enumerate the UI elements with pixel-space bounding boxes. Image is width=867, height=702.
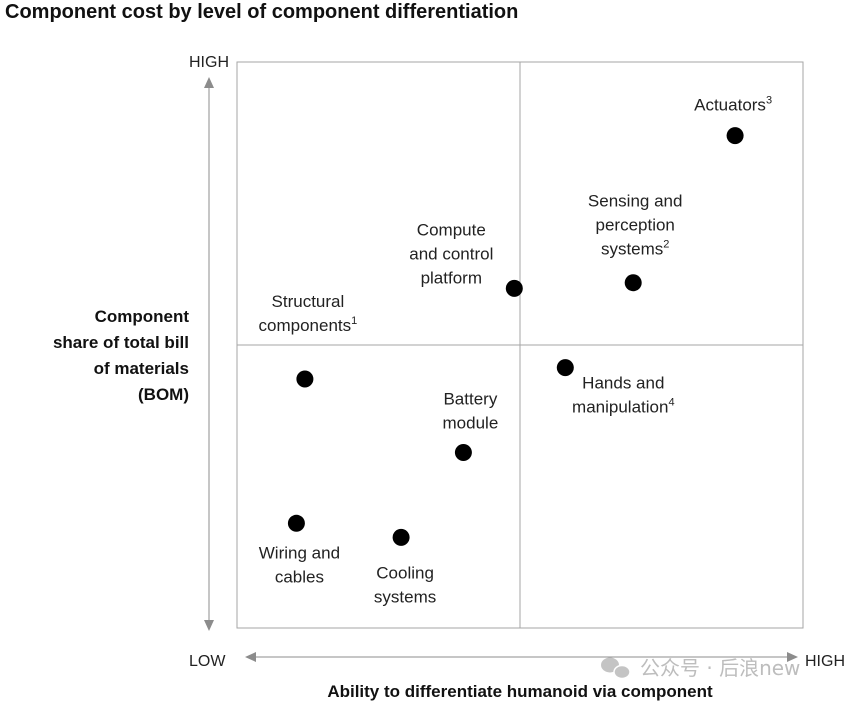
y-axis-label-line: (BOM) (138, 385, 189, 404)
y-axis-label-line: of materials (94, 359, 189, 378)
watermark: 公众号 · 后浪new (601, 656, 800, 680)
y-axis-label: Component share of total bill of materials… (53, 307, 189, 404)
point-label-line: Battery (443, 390, 497, 409)
point-label-line: Structural (272, 292, 345, 311)
point-label-line: perception (596, 216, 675, 235)
point-label-line: platform (421, 268, 482, 287)
point-label-line: and control (409, 244, 493, 263)
point-label-line: Wiring and (259, 543, 340, 562)
footnote-marker: 3 (766, 95, 772, 107)
wechat-icon (601, 657, 631, 680)
x-tick-low: LOW (189, 653, 226, 670)
data-point (624, 274, 642, 292)
point-label-line: Cooling (376, 563, 434, 582)
data-point (296, 370, 314, 388)
x-axis-arrow (245, 652, 798, 662)
point-label-line: Sensing and (588, 192, 683, 211)
data-point (726, 127, 744, 145)
x-axis-label: Ability to differentiate humanoid via co… (327, 682, 713, 701)
point-label-line: systems2 (601, 239, 669, 259)
y-axis-label-line: Component (95, 307, 190, 326)
data-point (392, 528, 410, 546)
data-point (556, 359, 574, 377)
y-axis-arrow (204, 77, 214, 631)
footnote-marker: 1 (351, 315, 357, 327)
point-label-line: module (443, 414, 499, 433)
footnote-marker: 2 (663, 239, 669, 251)
point-label-line: components1 (259, 315, 358, 335)
data-point (287, 514, 305, 532)
point-label-line: systems (374, 587, 436, 606)
point-label-line: cables (275, 567, 324, 586)
chart-title: Component cost by level of component dif… (5, 1, 518, 23)
point-label-line: Actuators3 (694, 95, 772, 115)
point-label-line: Hands and (582, 374, 664, 393)
data-point (505, 279, 523, 297)
watermark-text: 公众号 · 后浪new (640, 656, 800, 680)
point-label-line: manipulation4 (572, 397, 675, 417)
y-axis-label-line: share of total bill (53, 333, 189, 352)
point-label-line: Compute (417, 220, 486, 239)
y-tick-high: HIGH (189, 54, 229, 71)
x-tick-high: HIGH (805, 653, 845, 670)
data-point (454, 444, 472, 461)
footnote-marker: 4 (668, 397, 674, 409)
